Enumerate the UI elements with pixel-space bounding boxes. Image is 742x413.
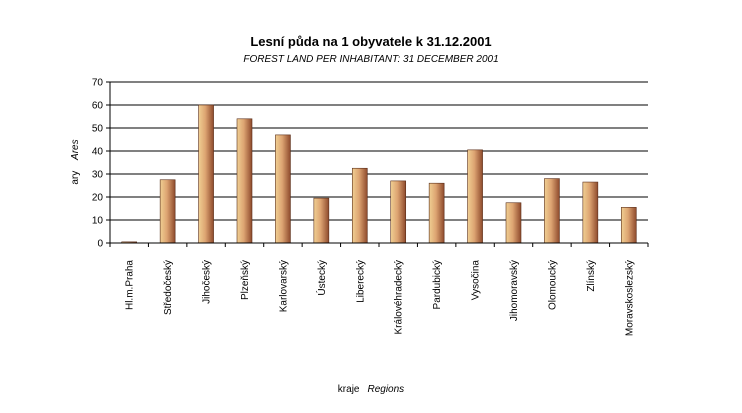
y-tick-label: 70 [92,78,104,89]
y-tick-label: 40 [92,147,104,158]
y-tick-label: 30 [92,170,104,181]
chart-subtitle: FOREST LAND PER INHABITANT: 31 DECEMBER … [243,54,499,65]
x-tick-label: Pardubický [432,260,443,309]
y-axis-title-cs: ary [70,171,81,185]
bar [582,181,599,244]
bars [121,104,637,244]
y-tick-label: 10 [92,216,104,227]
x-tick-label: Jihočeský [202,260,213,304]
y-tick-label: 0 [97,239,103,250]
bar [467,149,483,244]
x-tick-label: Moravskoslezský [624,260,635,336]
bar [159,179,176,244]
x-tick-label: Středočeský [163,260,174,315]
y-tick-labels: 0 10 20 30 40 50 60 70 [92,78,104,250]
bar [275,134,291,244]
y-axis-title-en: Ares [70,139,81,161]
bar [236,118,253,244]
bar [313,197,330,244]
bar [505,202,522,244]
chart-title: Lesní půda na 1 obyvatele k 31.12.2001 [250,34,492,49]
x-tick-label: Ústecký [315,260,328,296]
y-axis-title: ary Ares [70,139,81,184]
x-tick-label: Zlínský [586,260,597,292]
x-axis-title-cs: kraje [337,384,360,395]
x-tick-label: Jihomoravský [509,260,520,321]
x-axis-title: kraje Regions [0,384,742,395]
x-tick-label: Karlovarský [278,260,289,312]
x-tick-labels: Hl.m.Praha Středočeský Jihočeský Plzeňský Ka… [125,260,636,337]
bar [428,182,445,244]
bar [620,207,637,244]
axes [109,82,649,247]
bar [390,180,407,244]
bar [351,167,368,244]
x-axis-title-en: Regions [367,384,405,395]
x-tick-label: Hl.m.Praha [125,260,136,310]
gridlines [106,81,648,244]
x-tick-label: Liberecký [355,260,366,303]
y-tick-label: 60 [92,101,104,112]
x-tick-label: Olomoucký [547,260,558,310]
x-tick-label: Plzeňský [240,260,251,300]
y-tick-label: 20 [92,193,104,204]
x-tick-label: Vysočina [471,260,482,301]
x-tick-label: Královéhradecký [394,260,405,334]
y-tick-label: 50 [92,124,104,135]
bar [544,178,560,244]
bar [198,104,214,244]
